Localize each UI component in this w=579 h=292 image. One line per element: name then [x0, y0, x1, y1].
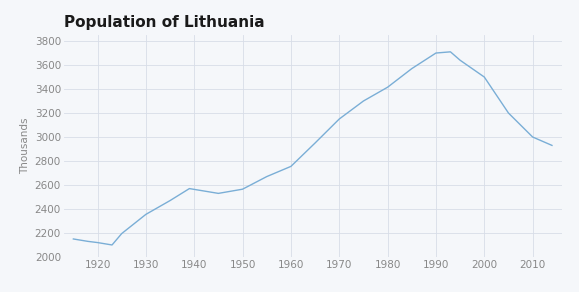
Text: Population of Lithuania: Population of Lithuania — [64, 15, 265, 30]
Y-axis label: Thousands: Thousands — [20, 118, 31, 174]
